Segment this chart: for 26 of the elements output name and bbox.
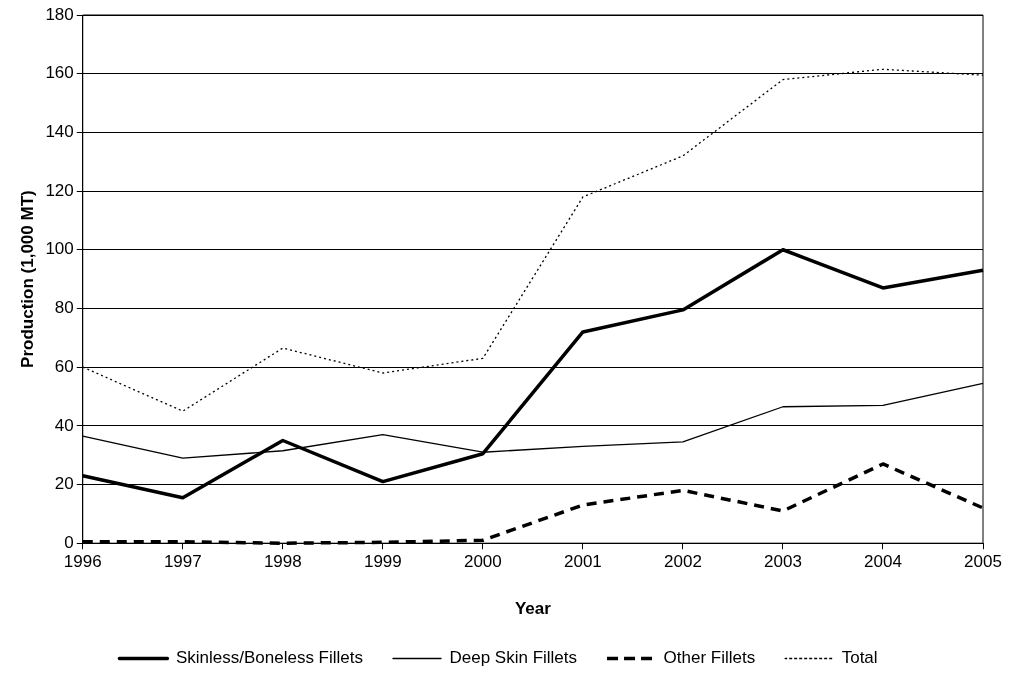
legend-label: Total [841,648,878,668]
x-axis-title: Year [514,599,552,619]
x-tick-label: 2003 [764,552,802,572]
legend-label: Deep Skin Fillets [449,648,578,668]
x-tick-label: 2005 [964,552,1002,572]
y-tick-label: 20 [54,474,74,494]
x-tick-label: 1998 [263,552,302,572]
y-tick-label: 40 [54,415,74,435]
x-tick-label: 1999 [363,552,402,572]
y-tick-label: 60 [54,356,74,376]
x-tick-label: 1996 [63,552,102,572]
y-tick-label: 0 [64,532,74,552]
y-tick-label: 120 [45,180,74,200]
y-axis-title: Production (1,000 MT) [17,190,37,368]
y-tick-label: 180 [45,4,74,24]
x-tick-label: 2001 [563,552,602,572]
x-tick-label: 2000 [463,552,502,572]
x-tick-label: 1997 [163,552,202,572]
y-tick-label: 160 [45,63,74,83]
x-tick-label: 2002 [664,552,702,572]
legend-label: Skinless/Boneless Fillets [175,648,363,668]
x-tick-label: 2004 [864,552,902,572]
y-tick-label: 80 [54,298,74,318]
y-tick-label: 140 [45,122,74,142]
legend-label: Other Fillets [663,648,756,668]
y-tick-label: 100 [45,239,74,259]
